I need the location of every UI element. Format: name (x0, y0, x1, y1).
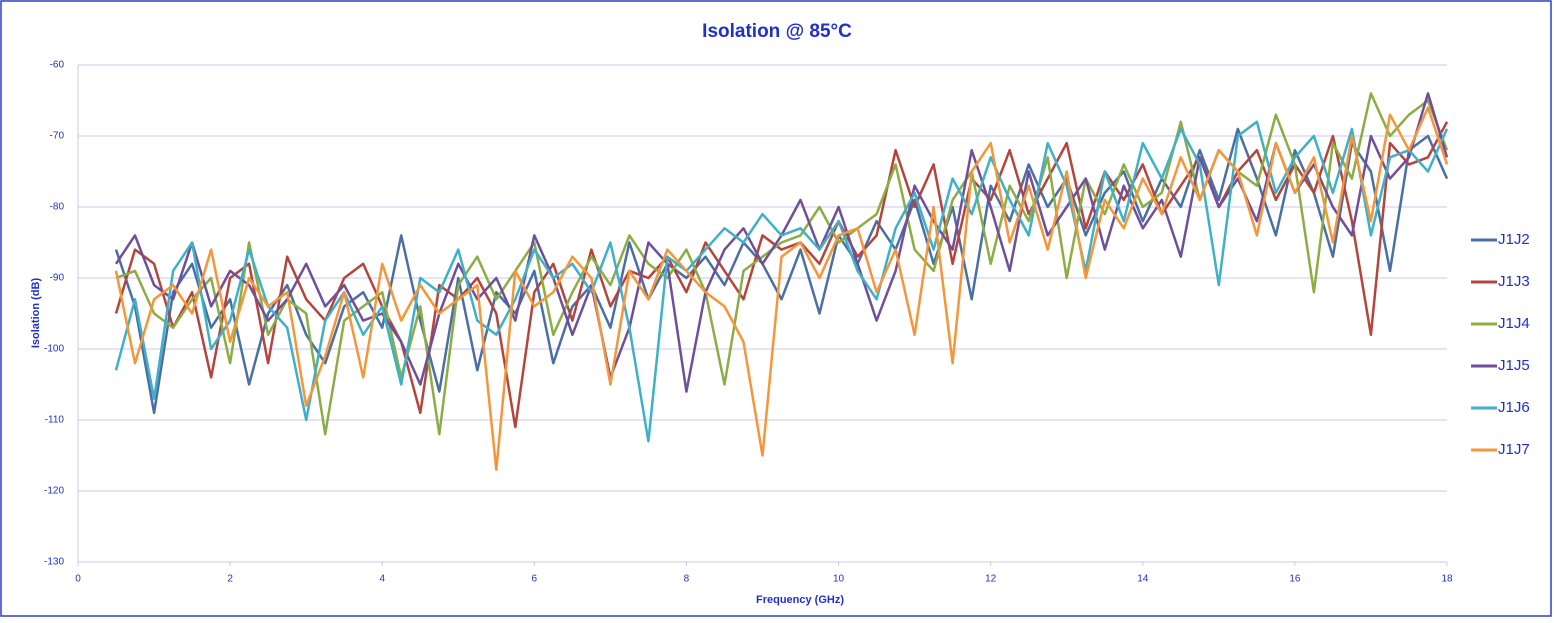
x-tick-label: 16 (1289, 574, 1301, 585)
y-tick-label: -80 (50, 202, 65, 213)
x-tick-label: 18 (1441, 574, 1453, 585)
x-axis-label: Frequency (GHz) (756, 594, 844, 606)
x-tick-label: 2 (227, 574, 233, 585)
x-tick-label: 6 (532, 574, 538, 585)
legend-label: J1J6 (1498, 399, 1530, 416)
x-tick-label: 8 (684, 574, 690, 585)
y-tick-label: -90 (50, 273, 65, 284)
x-tick-label: 0 (75, 574, 81, 585)
series-line (114, 127, 1449, 415)
y-tick-label: -70 (50, 131, 65, 142)
y-tick-label: -100 (44, 344, 64, 355)
chart-title: Isolation @ 85°C (702, 21, 852, 42)
series-line (114, 106, 1449, 471)
legend-label: J1J7 (1498, 441, 1530, 458)
y-tick-label: -130 (44, 557, 64, 568)
series-line (114, 120, 1449, 443)
legend-label: J1J2 (1498, 231, 1530, 248)
legend-label: J1J3 (1498, 273, 1530, 290)
y-tick-label: -60 (50, 60, 65, 71)
y-axis-label: Isolation (dB) (30, 278, 42, 349)
x-tick-label: 4 (379, 574, 385, 585)
y-tick-label: -120 (44, 486, 64, 497)
legend-label: J1J5 (1498, 357, 1530, 374)
y-tick-label: -110 (45, 415, 65, 426)
legend-label: J1J4 (1498, 315, 1530, 332)
x-tick-label: 10 (833, 574, 845, 585)
x-tick-label: 14 (1137, 574, 1149, 585)
x-tick-label: 12 (985, 574, 997, 585)
